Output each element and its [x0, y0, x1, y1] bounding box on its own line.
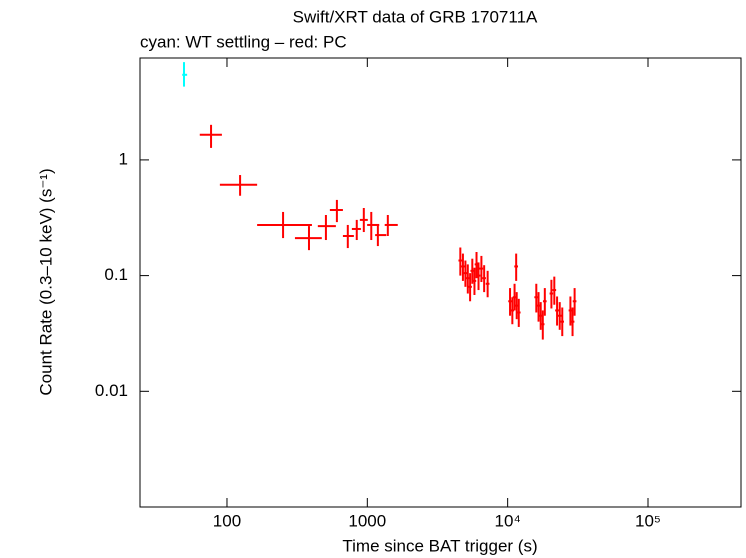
y-tick-label: 1	[119, 149, 128, 168]
x-tick-label: 100	[213, 511, 241, 530]
chart-subtitle: cyan: WT settling – red: PC	[140, 32, 347, 51]
chart-title: Swift/XRT data of GRB 170711A	[293, 7, 538, 26]
x-tick-label: 10⁴	[495, 511, 521, 530]
plot-frame	[139, 57, 742, 508]
x-axis-label: Time since BAT trigger (s)	[342, 536, 537, 555]
y-axis-label: Count Rate (0.3–10 keV) (s⁻¹)	[36, 168, 55, 395]
x-tick-label: 1000	[348, 511, 386, 530]
y-tick-label: 0.1	[104, 265, 128, 284]
y-tick-label: 0.01	[95, 381, 128, 400]
x-tick-label: 10⁵	[635, 511, 661, 530]
